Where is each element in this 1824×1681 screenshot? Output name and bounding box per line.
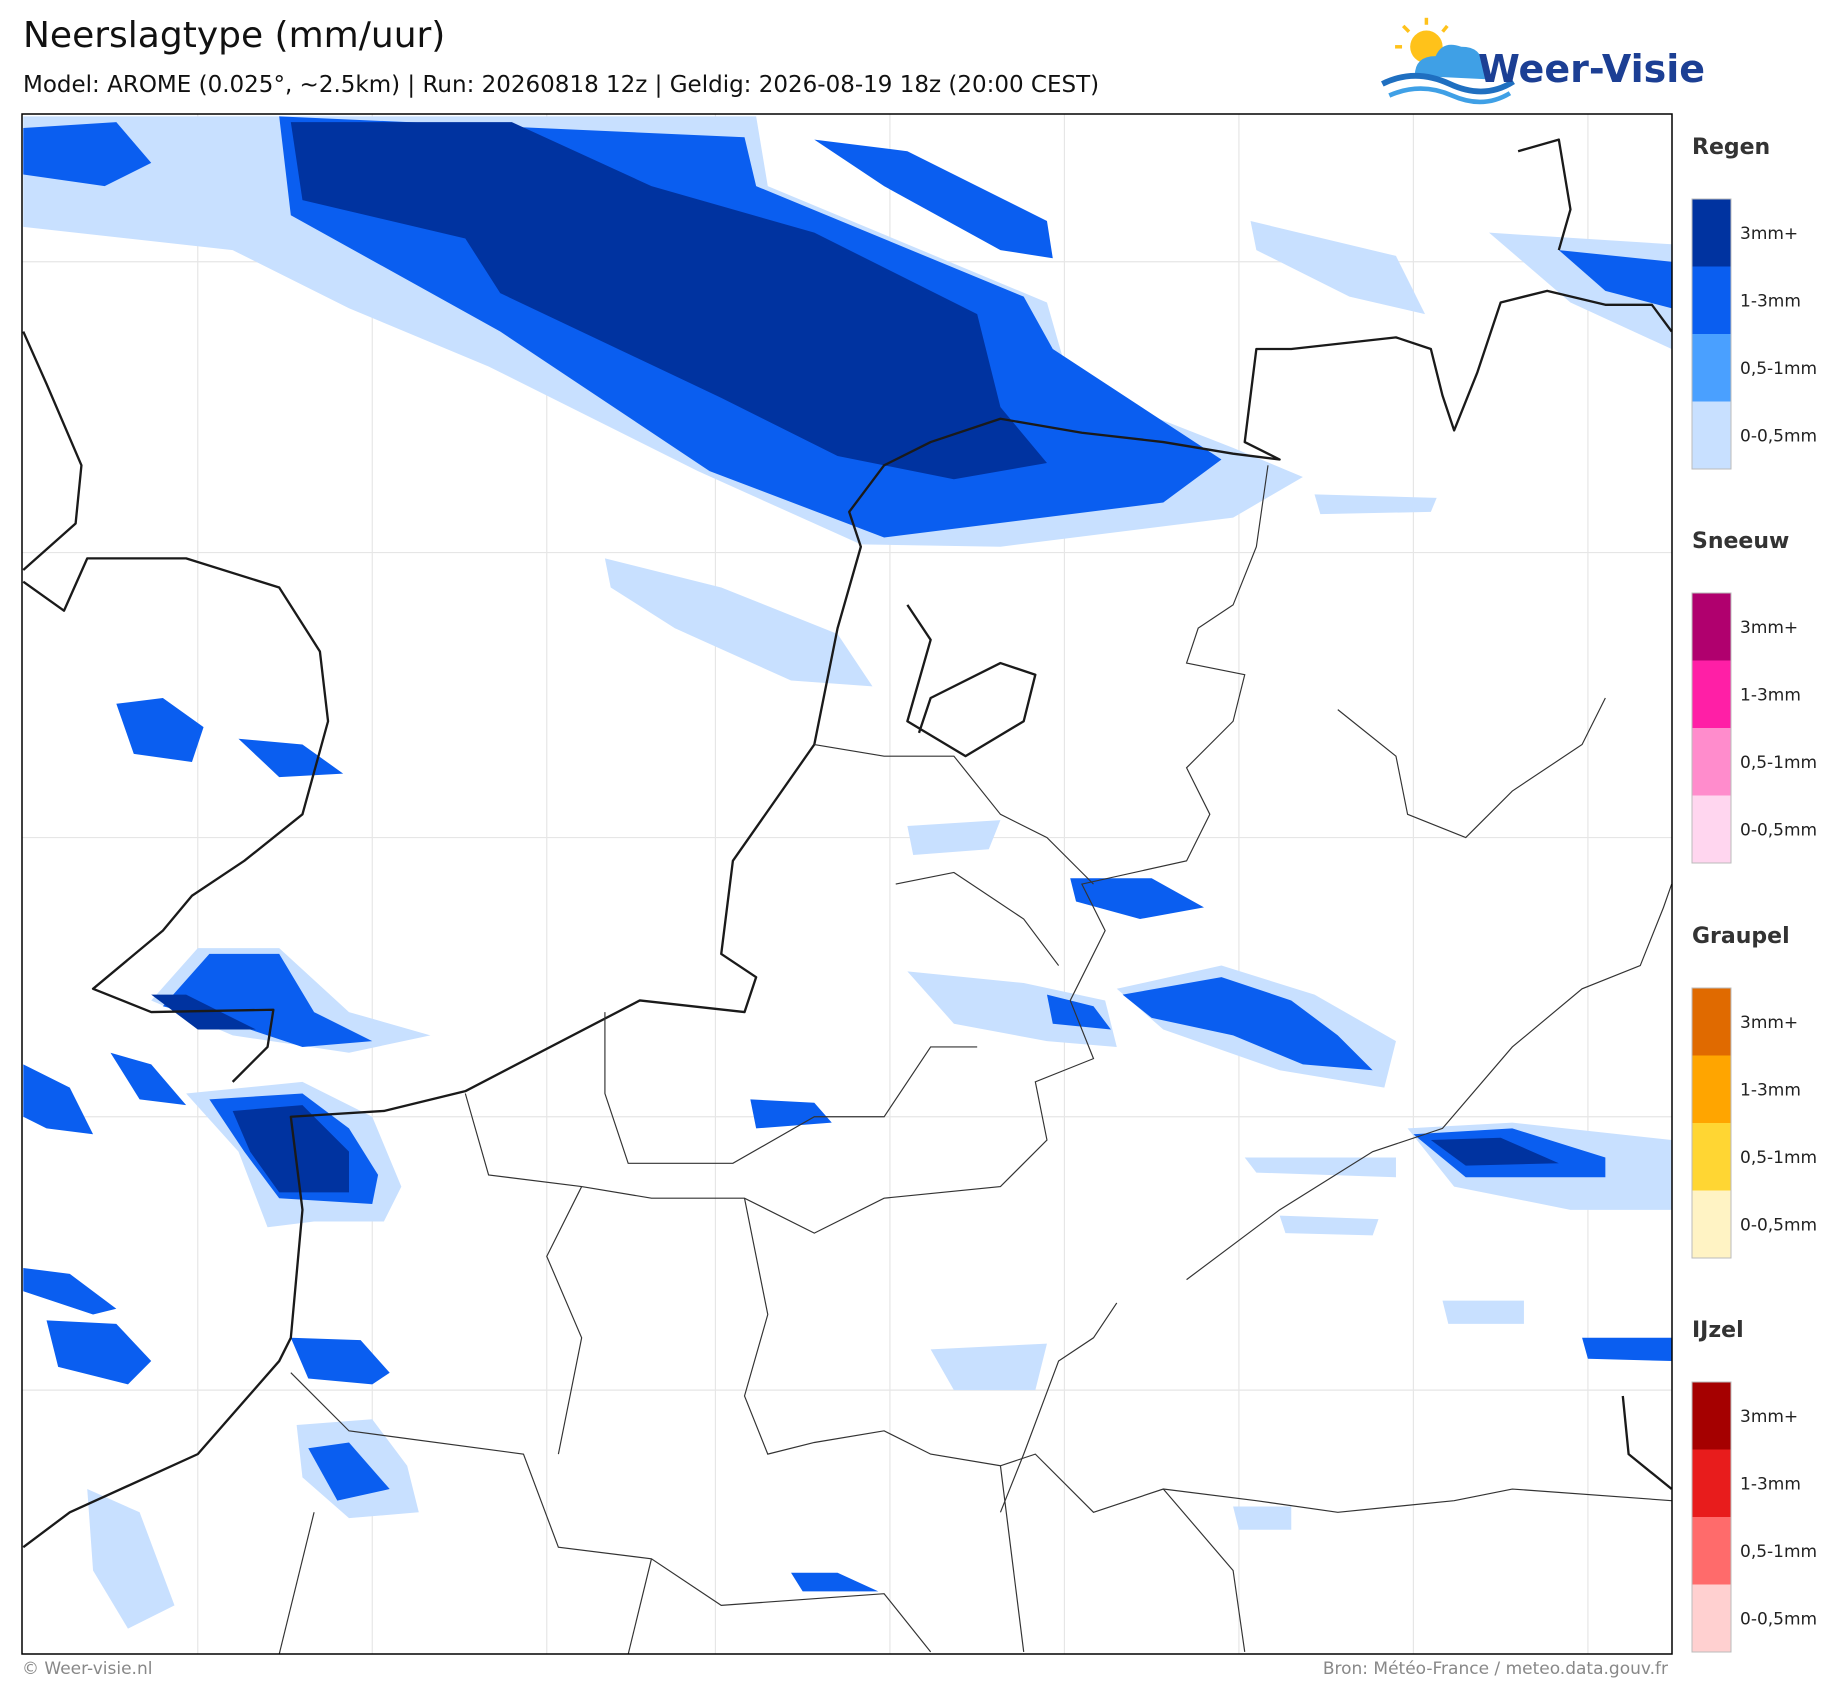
legend-label: 0-0,5mm — [1740, 820, 1817, 840]
legend-title: Regen — [1692, 135, 1770, 160]
logo-text: Weer-Visie — [1478, 47, 1705, 91]
legend-label: 0-0,5mm — [1740, 426, 1817, 446]
legend-label: 3mm+ — [1740, 1013, 1798, 1033]
legend-swatch — [1692, 728, 1731, 796]
legend-label: 1-3mm — [1740, 291, 1801, 311]
legend-swatch — [1692, 266, 1731, 334]
legend-swatch — [1692, 199, 1731, 267]
legend-swatch — [1692, 334, 1731, 402]
legend-label: 1-3mm — [1740, 685, 1801, 705]
legend-swatch — [1692, 1517, 1731, 1585]
legend-swatch — [1692, 1449, 1731, 1517]
map-frame — [21, 113, 1673, 1655]
legend-frame — [1691, 198, 1732, 470]
legend: Regen 3mm+ 1-3mm 0,5-1mm 0-0,5mm Sneeuw 3mm+ 1-… — [1691, 135, 1817, 1653]
legend-label: 0-0,5mm — [1740, 1215, 1817, 1235]
legend-swatch — [1692, 1055, 1731, 1123]
legend-swatch — [1692, 1584, 1731, 1652]
legend-title: Graupel — [1692, 924, 1790, 949]
legend-title: Sneeuw — [1692, 529, 1789, 554]
legend-label: 3mm+ — [1740, 224, 1798, 244]
legend-swatch — [1692, 660, 1731, 728]
subtitle: Model: AROME (0.025°, ~2.5km) | Run: 202… — [23, 72, 1099, 98]
legend-frame — [1691, 1381, 1732, 1653]
legend-label: 1-3mm — [1740, 1474, 1801, 1494]
legend-swatch — [1692, 1123, 1731, 1191]
legend-label: 0,5-1mm — [1740, 359, 1817, 379]
legend-label: 0,5-1mm — [1740, 753, 1817, 773]
legend-frame — [1691, 987, 1732, 1259]
legend-label: 0,5-1mm — [1740, 1148, 1817, 1168]
legend-label: 1-3mm — [1740, 1080, 1801, 1100]
legend-swatch — [1692, 1190, 1731, 1258]
legend-label: 3mm+ — [1740, 618, 1798, 638]
legend-swatch — [1692, 988, 1731, 1056]
map — [22, 114, 1672, 1654]
logo: Weer-Visie — [1381, 17, 1705, 105]
legend-swatch — [1692, 593, 1731, 661]
legend-swatch — [1692, 401, 1731, 469]
legend-swatch — [1692, 795, 1731, 863]
legend-title: IJzel — [1692, 1318, 1744, 1343]
footer-left: © Weer-visie.nl — [22, 1659, 152, 1679]
footer-right: Bron: Météo-France / meteo.data.gouv.fr — [1323, 1659, 1668, 1679]
title: Neerslagtype (mm/uur) — [23, 15, 445, 56]
legend-label: 0-0,5mm — [1740, 1609, 1817, 1629]
precipitation — [23, 116, 1672, 1629]
legend-label: 0,5-1mm — [1740, 1542, 1817, 1562]
legend-swatch — [1692, 1382, 1731, 1450]
legend-frame — [1691, 592, 1732, 864]
legend-label: 3mm+ — [1740, 1407, 1798, 1427]
